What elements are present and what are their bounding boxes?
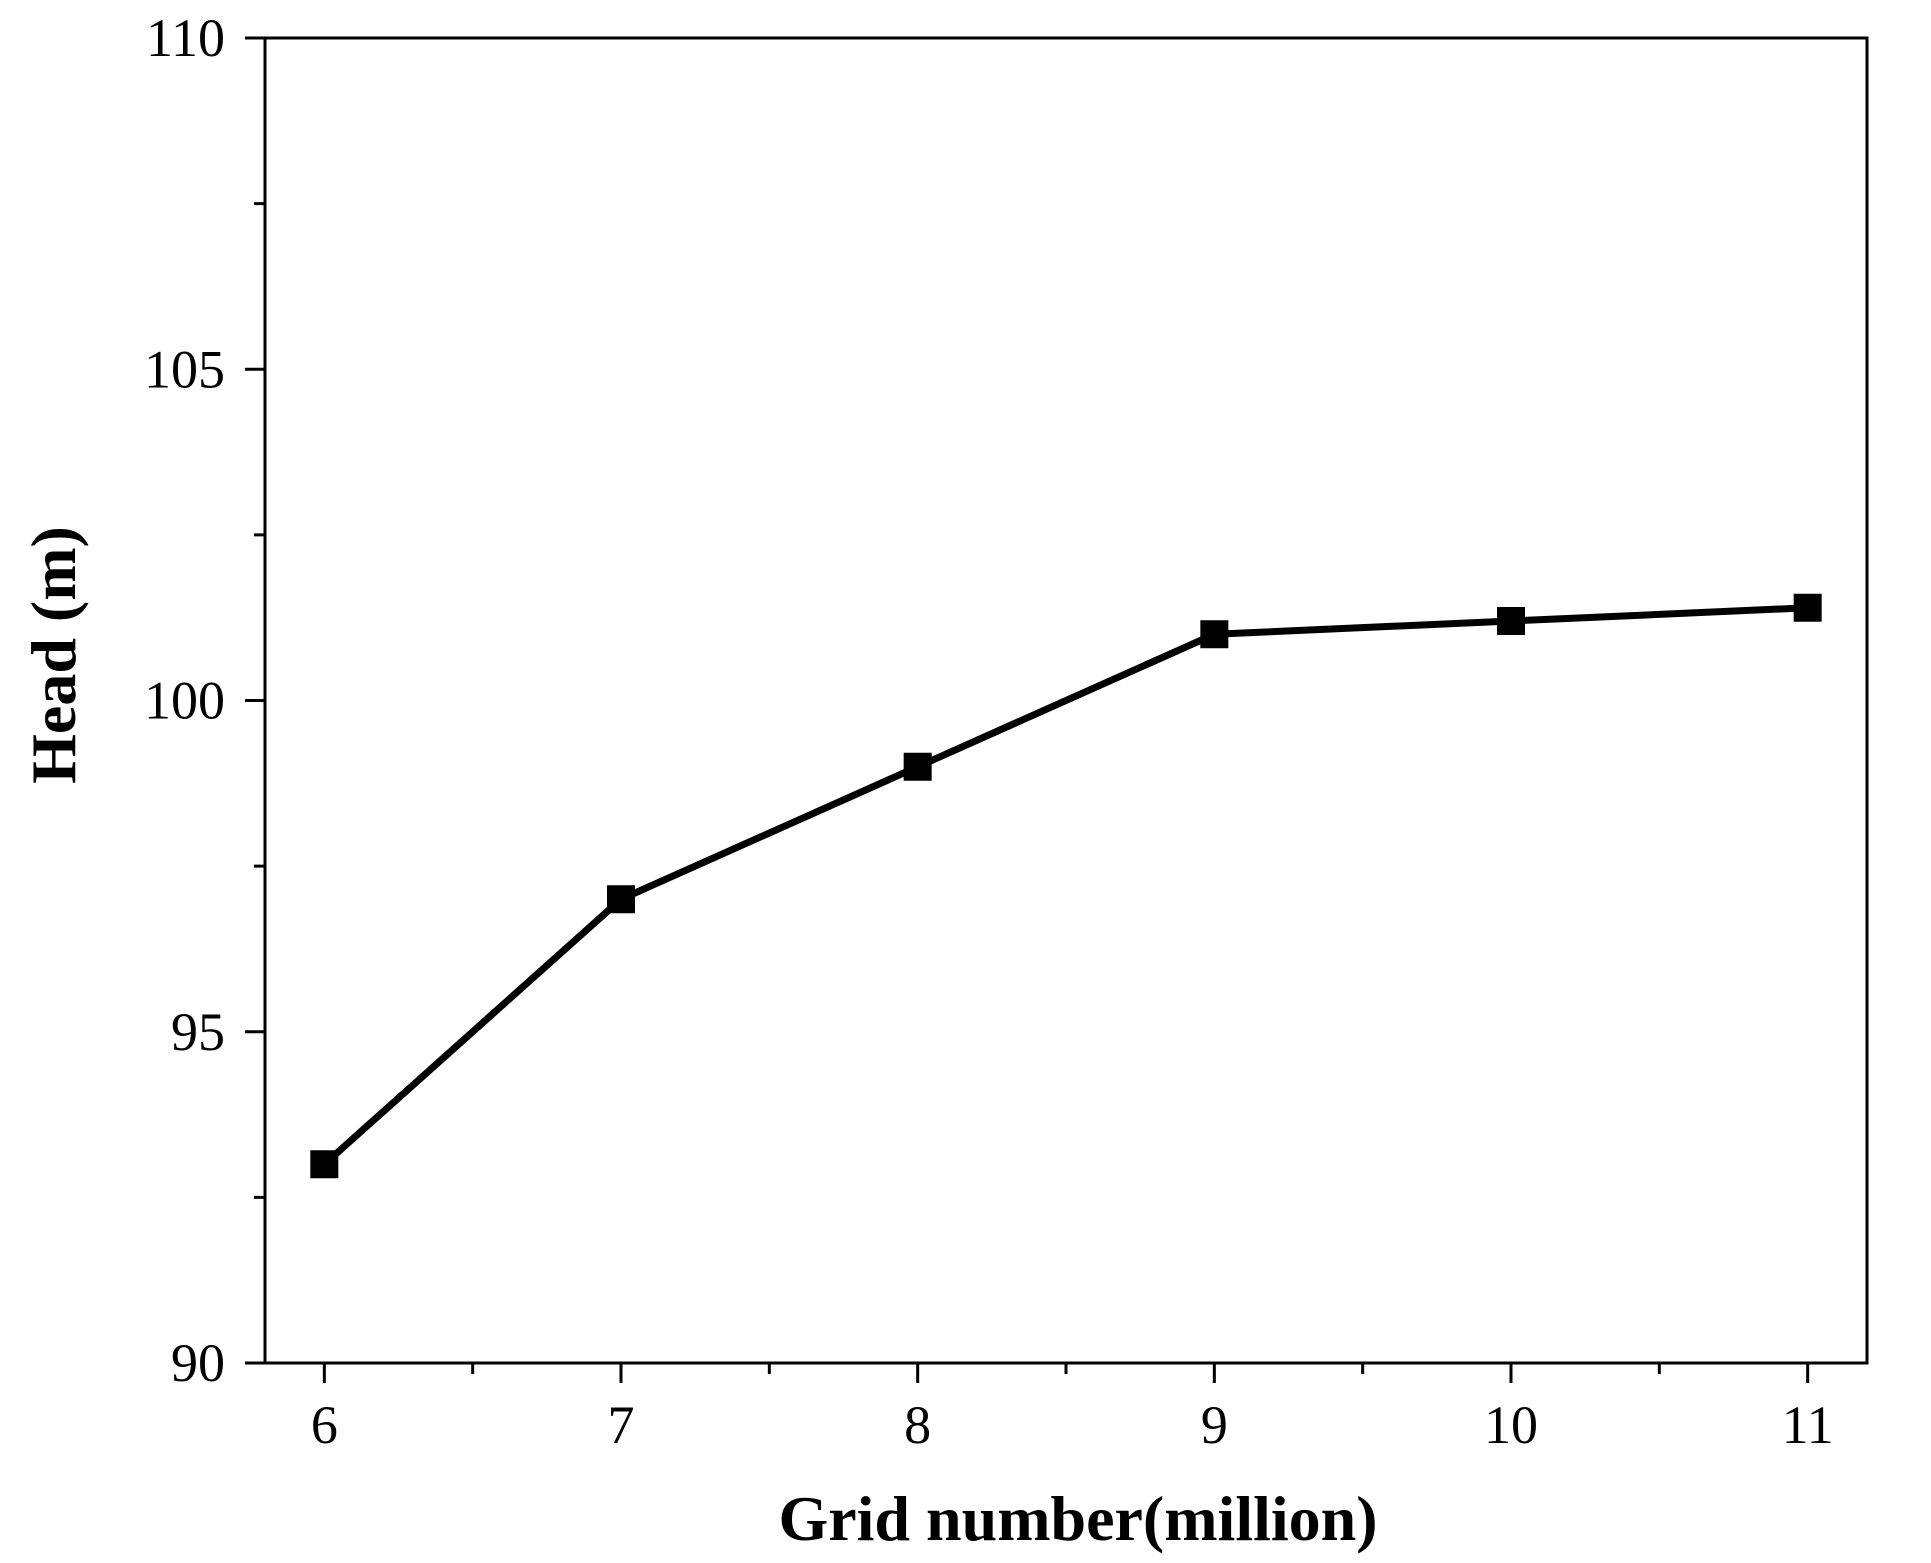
plot-area: 6 7 8 9 10 11 90 95 100 105 110 bbox=[144, 8, 1869, 1455]
data-point bbox=[903, 752, 932, 781]
data-point bbox=[1497, 607, 1525, 635]
x-tick-label: 7 bbox=[608, 1395, 635, 1455]
y-tick-label: 90 bbox=[171, 1333, 225, 1393]
data-point bbox=[1200, 620, 1229, 649]
x-tick-label: 9 bbox=[1201, 1395, 1228, 1455]
x-tick-label: 6 bbox=[311, 1395, 338, 1455]
x-tick-label: 10 bbox=[1484, 1395, 1538, 1455]
y-axis-title: Head (m) bbox=[18, 526, 89, 784]
data-point bbox=[1793, 593, 1822, 622]
y-tick-label: 95 bbox=[171, 1002, 225, 1062]
x-tick-label: 8 bbox=[904, 1395, 931, 1455]
data-point bbox=[607, 885, 635, 914]
y-tick-label: 105 bbox=[144, 339, 225, 399]
series-line bbox=[322, 604, 1808, 1167]
x-tick-label: 11 bbox=[1782, 1395, 1834, 1455]
y-tick-label: 100 bbox=[144, 671, 225, 731]
x-axis-title: Grid number(million) bbox=[778, 1483, 1377, 1554]
data-point bbox=[310, 1150, 339, 1179]
y-tick-label: 110 bbox=[146, 8, 225, 68]
